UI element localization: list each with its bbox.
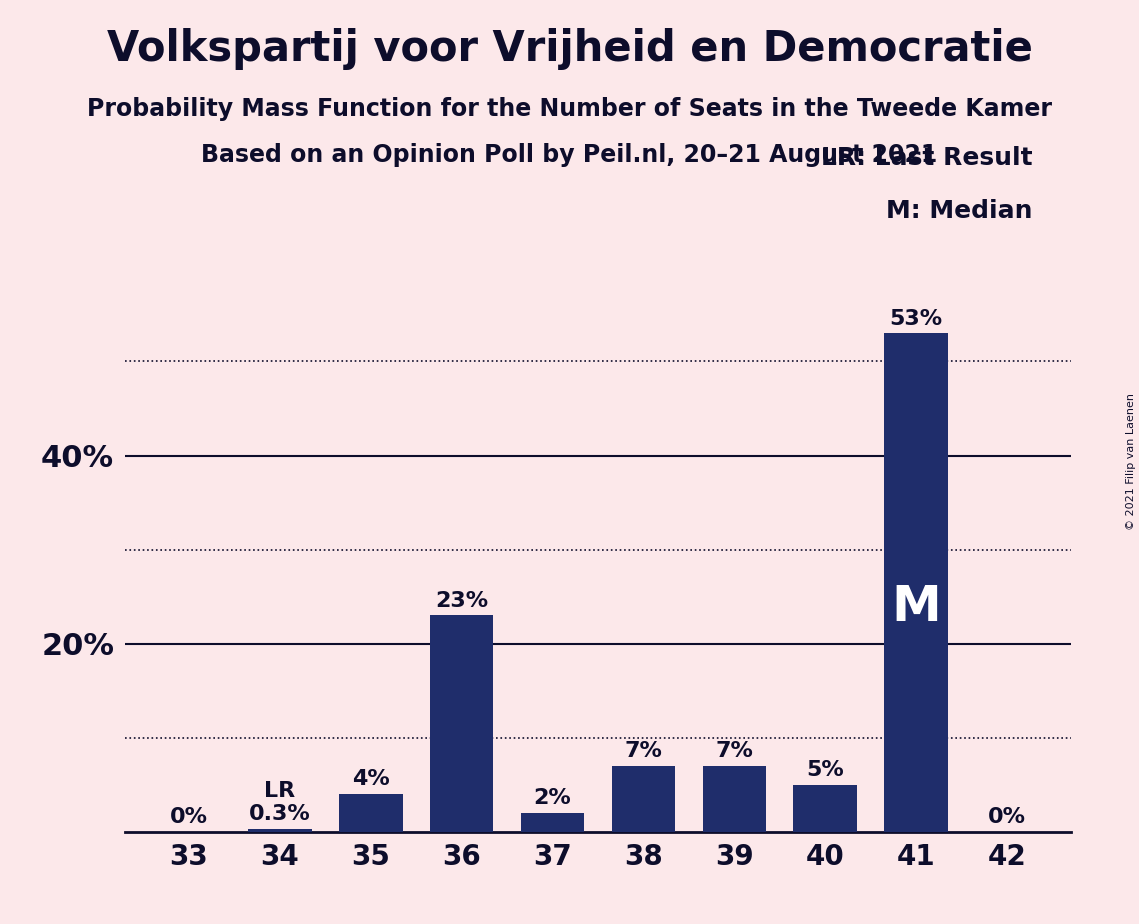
Bar — [612, 766, 675, 832]
Bar — [703, 766, 767, 832]
Text: 7%: 7% — [624, 741, 663, 761]
Text: Volkspartij voor Vrijheid en Democratie: Volkspartij voor Vrijheid en Democratie — [107, 28, 1032, 69]
Bar — [521, 813, 584, 832]
Text: LR: LR — [264, 781, 295, 800]
Text: 0%: 0% — [988, 807, 1026, 827]
Text: 2%: 2% — [534, 788, 572, 808]
Text: © 2021 Filip van Laenen: © 2021 Filip van Laenen — [1126, 394, 1136, 530]
Bar — [794, 784, 857, 832]
Text: 4%: 4% — [352, 770, 390, 789]
Text: Probability Mass Function for the Number of Seats in the Tweede Kamer: Probability Mass Function for the Number… — [87, 97, 1052, 121]
Bar — [884, 334, 948, 832]
Bar — [429, 615, 493, 832]
Text: Based on an Opinion Poll by Peil.nl, 20–21 August 2021: Based on an Opinion Poll by Peil.nl, 20–… — [202, 143, 937, 167]
Text: 5%: 5% — [806, 760, 844, 780]
Text: 0%: 0% — [170, 807, 208, 827]
Bar — [248, 829, 312, 832]
Text: LR: Last Result: LR: Last Result — [821, 146, 1033, 170]
Text: 0.3%: 0.3% — [249, 804, 311, 824]
Bar — [339, 794, 402, 832]
Text: 7%: 7% — [715, 741, 753, 761]
Text: 53%: 53% — [890, 309, 943, 329]
Text: M: M — [891, 583, 941, 631]
Text: M: Median: M: Median — [886, 200, 1033, 224]
Text: 23%: 23% — [435, 590, 489, 611]
